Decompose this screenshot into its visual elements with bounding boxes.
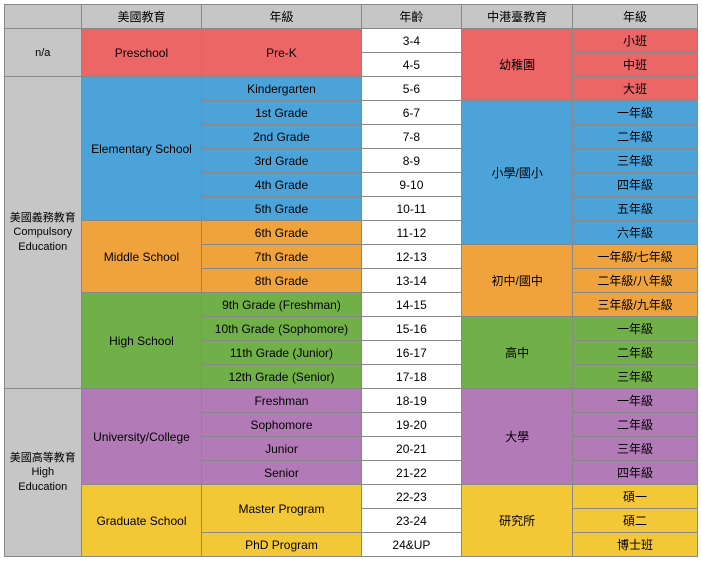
hdr-5: 中港臺教育 [462, 5, 573, 29]
hdr-4: 年齡 [361, 5, 462, 29]
age-cell: 17-18 [361, 365, 462, 389]
us-grade-cell: Junior [202, 437, 361, 461]
age-cell: 22-23 [361, 485, 462, 509]
us-section-na: n/a [5, 29, 82, 77]
age-cell: 14-15 [361, 293, 462, 317]
table-row: n/a Preschool Pre-K 3-4 幼稚園 小班 [5, 29, 698, 53]
us-grade-cell: Kindergarten [202, 77, 361, 101]
age-cell: 5-6 [361, 77, 462, 101]
age-cell: 11-12 [361, 221, 462, 245]
age-cell: 16-17 [361, 341, 462, 365]
cn-school-high: 高中 [462, 317, 573, 389]
us-grade-cell: 12th Grade (Senior) [202, 365, 361, 389]
age-cell: 8-9 [361, 149, 462, 173]
cn-school-kinder: 幼稚園 [462, 29, 573, 101]
us-grade-cell: 4th Grade [202, 173, 361, 197]
cn-grade-cell: 二年級 [573, 413, 698, 437]
cn-grade-cell: 大班 [573, 77, 698, 101]
age-cell: 18-19 [361, 389, 462, 413]
cn-grade-cell: 二年級 [573, 125, 698, 149]
cn-grade-cell: 三年級 [573, 365, 698, 389]
us-school-university: University/College [81, 389, 202, 485]
cn-grade-cell: 碩一 [573, 485, 698, 509]
cn-grade-cell: 六年級 [573, 221, 698, 245]
cn-grade-cell: 五年級 [573, 197, 698, 221]
table-row: Graduate School Master Program 22-23 研究所… [5, 485, 698, 509]
cn-grade-cell: 小班 [573, 29, 698, 53]
cn-grade-cell: 一年級 [573, 389, 698, 413]
us-school-preschool: Preschool [81, 29, 202, 77]
cn-grade-cell: 三年級/九年級 [573, 293, 698, 317]
age-cell: 15-16 [361, 317, 462, 341]
hdr-3: 年級 [202, 5, 361, 29]
age-cell: 13-14 [361, 269, 462, 293]
us-grade-cell: 10th Grade (Sophomore) [202, 317, 361, 341]
us-grade-cell: 11th Grade (Junior) [202, 341, 361, 365]
us-school-graduate: Graduate School [81, 485, 202, 557]
table-row: High School 9th Grade (Freshman) 14-15 三… [5, 293, 698, 317]
us-section-compulsory: 美國義務教育Compulsory Education [5, 77, 82, 389]
cn-grade-cell: 三年級 [573, 149, 698, 173]
us-grade-cell: 3rd Grade [202, 149, 361, 173]
us-school-elementary: Elementary School [81, 77, 202, 221]
us-grade-cell: Freshman [202, 389, 361, 413]
cn-school-grad: 研究所 [462, 485, 573, 557]
hdr-6: 年級 [573, 5, 698, 29]
cn-school-elem: 小學/國小 [462, 101, 573, 245]
us-grade-master: Master Program [202, 485, 361, 533]
cn-grade-cell: 二年級 [573, 341, 698, 365]
education-comparison-table: 美國教育 年級 年齡 中港臺教育 年級 n/a Preschool Pre-K … [4, 4, 698, 557]
age-cell: 7-8 [361, 125, 462, 149]
cn-grade-cell: 四年級 [573, 173, 698, 197]
us-grade-cell: Sophomore [202, 413, 361, 437]
age-cell: 20-21 [361, 437, 462, 461]
age-cell: 6-7 [361, 101, 462, 125]
us-section-higher: 美國高等教育High Education [5, 389, 82, 557]
age-cell: 24&UP [361, 533, 462, 557]
cn-grade-cell: 碩二 [573, 509, 698, 533]
age-cell: 12-13 [361, 245, 462, 269]
age-cell: 3-4 [361, 29, 462, 53]
us-grade-cell: 1st Grade [202, 101, 361, 125]
table-row: Middle School 6th Grade 11-12 六年級 [5, 221, 698, 245]
age-cell: 21-22 [361, 461, 462, 485]
hdr-1 [5, 5, 82, 29]
us-school-middle: Middle School [81, 221, 202, 293]
age-cell: 9-10 [361, 173, 462, 197]
cn-grade-cell: 四年級 [573, 461, 698, 485]
cn-grade-cell: 一年級/七年級 [573, 245, 698, 269]
us-school-high: High School [81, 293, 202, 389]
age-cell: 23-24 [361, 509, 462, 533]
us-grade-cell: 9th Grade (Freshman) [202, 293, 361, 317]
us-grade-cell: 7th Grade [202, 245, 361, 269]
us-grade-prek: Pre-K [202, 29, 361, 77]
cn-grade-cell: 中班 [573, 53, 698, 77]
us-grade-cell: 6th Grade [202, 221, 361, 245]
table-row: 美國義務教育Compulsory Education Elementary Sc… [5, 77, 698, 101]
hdr-2: 美國教育 [81, 5, 202, 29]
cn-school-middle: 初中/國中 [462, 245, 573, 317]
us-grade-cell: Senior [202, 461, 361, 485]
cn-grade-cell: 三年級 [573, 437, 698, 461]
us-grade-cell: 2nd Grade [202, 125, 361, 149]
cn-grade-cell: 一年級 [573, 317, 698, 341]
table-row: 美國高等教育High Education University/College … [5, 389, 698, 413]
cn-grade-cell: 二年級/八年級 [573, 269, 698, 293]
age-cell: 19-20 [361, 413, 462, 437]
us-grade-phd: PhD Program [202, 533, 361, 557]
age-cell: 4-5 [361, 53, 462, 77]
cn-grade-cell: 一年級 [573, 101, 698, 125]
us-grade-cell: 5th Grade [202, 197, 361, 221]
age-cell: 10-11 [361, 197, 462, 221]
header-row: 美國教育 年級 年齡 中港臺教育 年級 [5, 5, 698, 29]
cn-school-univ: 大學 [462, 389, 573, 485]
us-grade-cell: 8th Grade [202, 269, 361, 293]
cn-grade-cell: 博士班 [573, 533, 698, 557]
